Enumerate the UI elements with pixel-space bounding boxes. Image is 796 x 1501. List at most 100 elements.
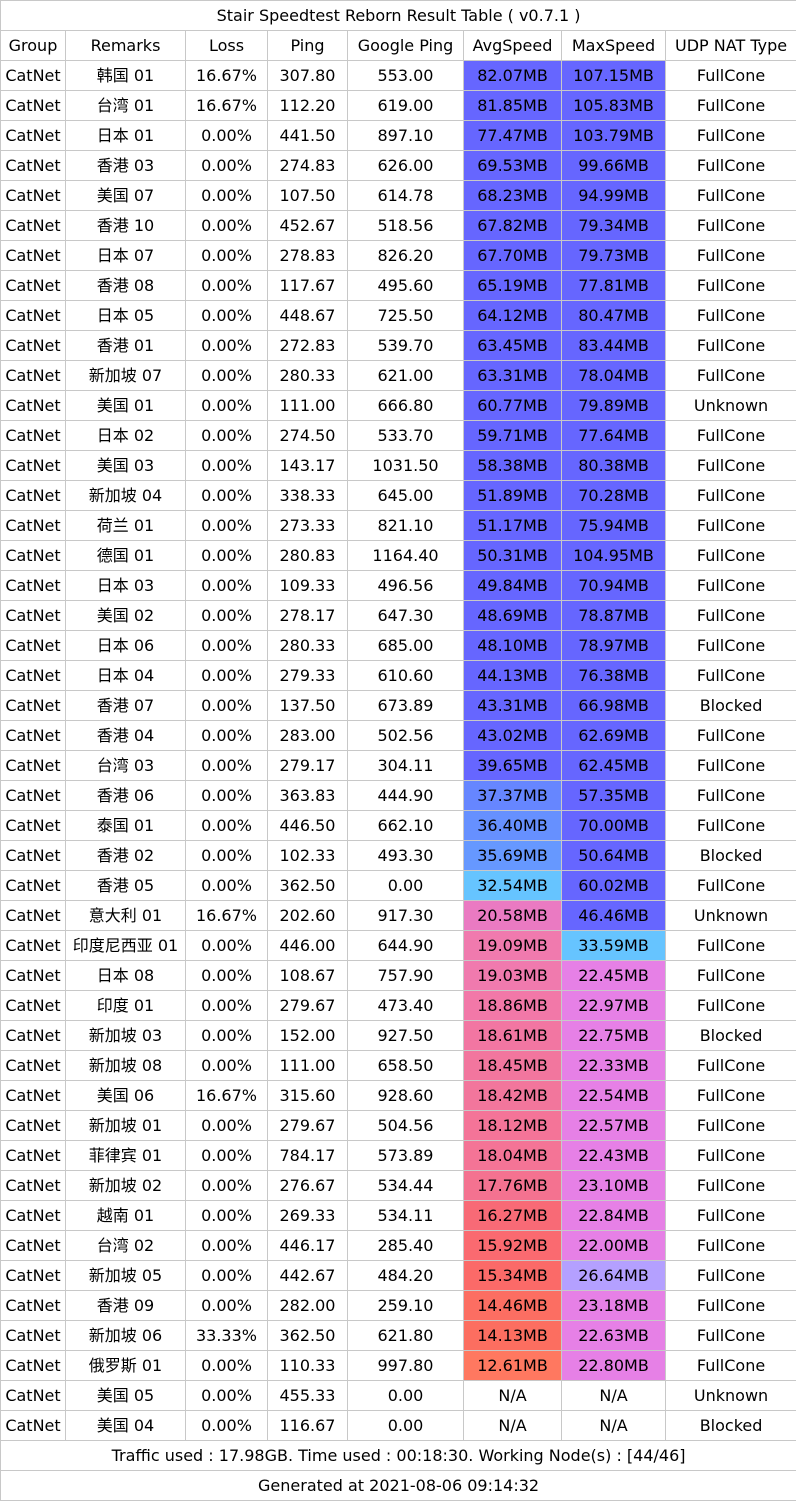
cell-google-ping: 1031.50	[348, 451, 464, 481]
cell-ping: 279.17	[268, 751, 348, 781]
cell-avg-speed: 51.17MB	[464, 511, 562, 541]
cell-max-speed: 22.97MB	[562, 991, 666, 1021]
cell-loss: 0.00%	[186, 991, 268, 1021]
cell-avg-speed: 48.69MB	[464, 601, 562, 631]
cell-avg-speed: 20.58MB	[464, 901, 562, 931]
cell-udp-nat-type: FullCone	[666, 781, 796, 811]
header-max-speed: MaxSpeed	[562, 31, 666, 61]
cell-avg-speed: 14.13MB	[464, 1321, 562, 1351]
cell-udp-nat-type: FullCone	[666, 871, 796, 901]
cell-avg-speed: 81.85MB	[464, 91, 562, 121]
cell-google-ping: 0.00	[348, 1381, 464, 1411]
cell-group: CatNet	[1, 181, 66, 211]
cell-avg-speed: 65.19MB	[464, 271, 562, 301]
cell-ping: 276.67	[268, 1171, 348, 1201]
cell-google-ping: 897.10	[348, 121, 464, 151]
cell-ping: 274.83	[268, 151, 348, 181]
cell-remarks: 美国 07	[66, 181, 186, 211]
cell-remarks: 新加坡 05	[66, 1261, 186, 1291]
cell-group: CatNet	[1, 961, 66, 991]
cell-avg-speed: 18.45MB	[464, 1051, 562, 1081]
cell-ping: 111.00	[268, 391, 348, 421]
cell-avg-speed: 18.61MB	[464, 1021, 562, 1051]
cell-google-ping: 997.80	[348, 1351, 464, 1381]
cell-ping: 362.50	[268, 1321, 348, 1351]
cell-remarks: 香港 06	[66, 781, 186, 811]
footer-traffic-row: Traffic used : 17.98GB. Time used : 00:1…	[1, 1441, 796, 1471]
cell-loss: 0.00%	[186, 601, 268, 631]
cell-max-speed: 79.34MB	[562, 211, 666, 241]
cell-google-ping: 725.50	[348, 301, 464, 331]
cell-remarks: 新加坡 04	[66, 481, 186, 511]
cell-max-speed: 22.84MB	[562, 1201, 666, 1231]
cell-ping: 112.20	[268, 91, 348, 121]
cell-max-speed: 50.64MB	[562, 841, 666, 871]
footer-generated-row: Generated at 2021-08-06 09:14:32	[1, 1471, 796, 1501]
cell-max-speed: 23.10MB	[562, 1171, 666, 1201]
cell-udp-nat-type: FullCone	[666, 271, 796, 301]
cell-avg-speed: 18.04MB	[464, 1141, 562, 1171]
cell-udp-nat-type: FullCone	[666, 61, 796, 91]
header-udp-nat-type: UDP NAT Type	[666, 31, 796, 61]
footer-traffic: Traffic used : 17.98GB. Time used : 00:1…	[1, 1441, 796, 1471]
cell-google-ping: 619.00	[348, 91, 464, 121]
cell-ping: 279.67	[268, 991, 348, 1021]
cell-group: CatNet	[1, 1111, 66, 1141]
cell-ping: 282.00	[268, 1291, 348, 1321]
cell-remarks: 香港 04	[66, 721, 186, 751]
cell-max-speed: 22.80MB	[562, 1351, 666, 1381]
header-group: Group	[1, 31, 66, 61]
cell-google-ping: 573.89	[348, 1141, 464, 1171]
cell-group: CatNet	[1, 331, 66, 361]
title-row: Stair Speedtest Reborn Result Table ( v0…	[1, 1, 796, 31]
cell-max-speed: 103.79MB	[562, 121, 666, 151]
cell-google-ping: 826.20	[348, 241, 464, 271]
cell-ping: 446.17	[268, 1231, 348, 1261]
cell-max-speed: 22.43MB	[562, 1141, 666, 1171]
cell-avg-speed: 18.42MB	[464, 1081, 562, 1111]
cell-loss: 0.00%	[186, 751, 268, 781]
cell-loss: 33.33%	[186, 1321, 268, 1351]
cell-udp-nat-type: FullCone	[666, 631, 796, 661]
cell-remarks: 日本 06	[66, 631, 186, 661]
cell-google-ping: 553.00	[348, 61, 464, 91]
cell-google-ping: 658.50	[348, 1051, 464, 1081]
cell-avg-speed: 68.23MB	[464, 181, 562, 211]
cell-loss: 0.00%	[186, 691, 268, 721]
cell-group: CatNet	[1, 811, 66, 841]
cell-ping: 446.50	[268, 811, 348, 841]
cell-group: CatNet	[1, 241, 66, 271]
cell-remarks: 菲律宾 01	[66, 1141, 186, 1171]
cell-google-ping: 259.10	[348, 1291, 464, 1321]
cell-udp-nat-type: FullCone	[666, 91, 796, 121]
header-google-ping: Google Ping	[348, 31, 464, 61]
cell-google-ping: 0.00	[348, 1411, 464, 1441]
cell-avg-speed: 63.45MB	[464, 331, 562, 361]
cell-group: CatNet	[1, 1171, 66, 1201]
cell-udp-nat-type: Unknown	[666, 391, 796, 421]
cell-remarks: 美国 04	[66, 1411, 186, 1441]
cell-avg-speed: 67.70MB	[464, 241, 562, 271]
cell-udp-nat-type: FullCone	[666, 181, 796, 211]
cell-ping: 152.00	[268, 1021, 348, 1051]
cell-loss: 0.00%	[186, 871, 268, 901]
cell-avg-speed: 48.10MB	[464, 631, 562, 661]
cell-udp-nat-type: FullCone	[666, 1111, 796, 1141]
cell-group: CatNet	[1, 511, 66, 541]
cell-avg-speed: 63.31MB	[464, 361, 562, 391]
cell-avg-speed: 58.38MB	[464, 451, 562, 481]
cell-ping: 108.67	[268, 961, 348, 991]
cell-udp-nat-type: FullCone	[666, 541, 796, 571]
cell-udp-nat-type: FullCone	[666, 331, 796, 361]
cell-group: CatNet	[1, 61, 66, 91]
cell-group: CatNet	[1, 1051, 66, 1081]
cell-remarks: 新加坡 03	[66, 1021, 186, 1051]
cell-loss: 0.00%	[186, 721, 268, 751]
